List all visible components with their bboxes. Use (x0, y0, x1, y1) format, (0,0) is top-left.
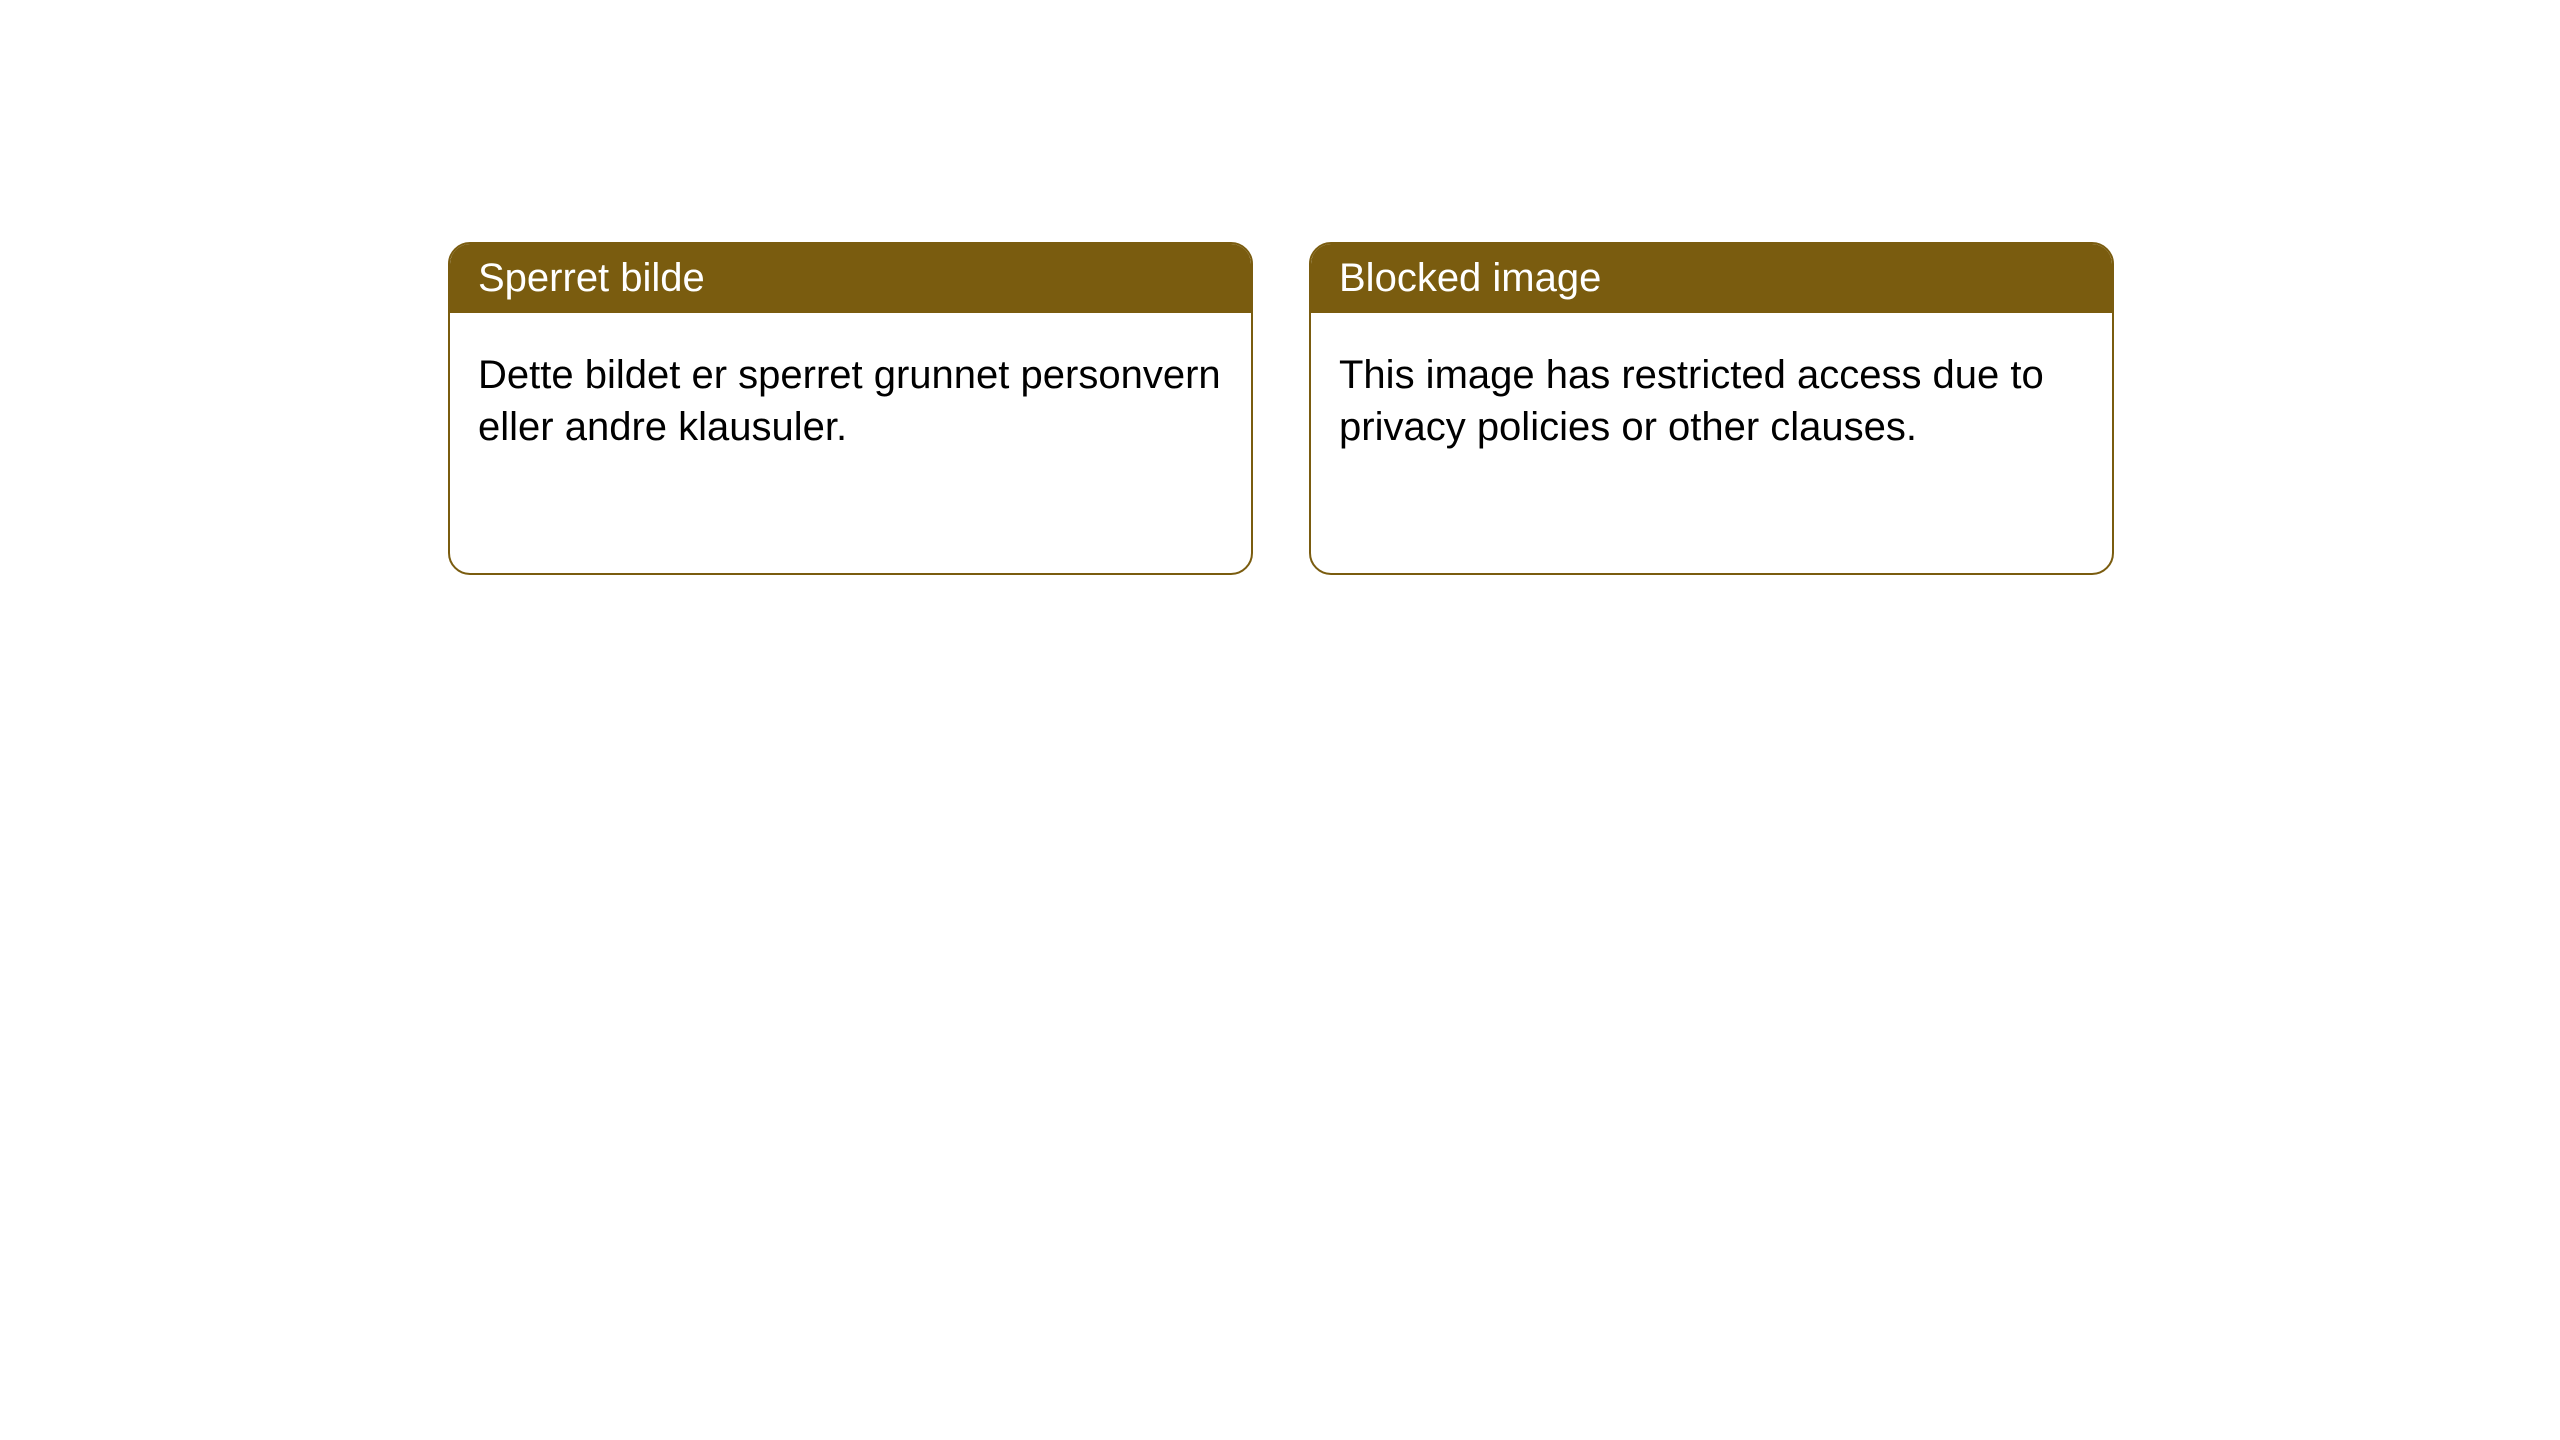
card-header: Sperret bilde (450, 244, 1251, 313)
blocked-image-card-en: Blocked image This image has restricted … (1309, 242, 2114, 575)
blocked-image-card-no: Sperret bilde Dette bildet er sperret gr… (448, 242, 1253, 575)
card-body: This image has restricted access due to … (1311, 313, 2112, 489)
card-header: Blocked image (1311, 244, 2112, 313)
card-body: Dette bildet er sperret grunnet personve… (450, 313, 1251, 489)
notice-container: Sperret bilde Dette bildet er sperret gr… (0, 0, 2560, 575)
